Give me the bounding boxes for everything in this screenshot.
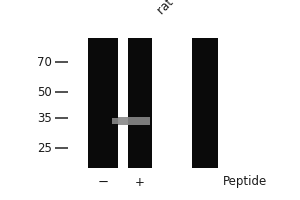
Text: rat liver: rat liver <box>155 0 197 17</box>
Bar <box>128 38 152 168</box>
Text: +: + <box>135 176 145 188</box>
Text: 70: 70 <box>37 55 52 68</box>
Bar <box>88 38 118 168</box>
Bar <box>118 117 150 125</box>
Bar <box>112 118 118 124</box>
Text: 25: 25 <box>37 142 52 154</box>
Bar <box>192 38 218 168</box>
Text: 35: 35 <box>37 112 52 124</box>
Text: −: − <box>98 176 109 188</box>
Text: Peptide: Peptide <box>223 176 267 188</box>
Text: 50: 50 <box>37 86 52 98</box>
